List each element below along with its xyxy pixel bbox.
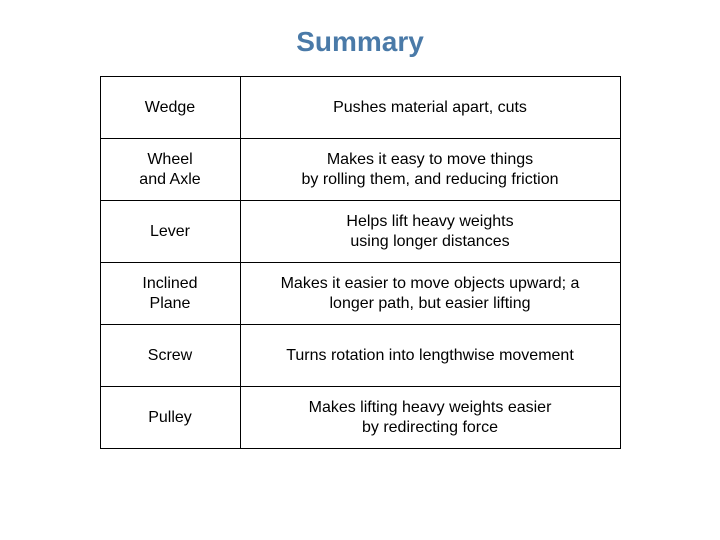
machine-cell: Pulley (100, 387, 240, 449)
table-row: InclinedPlaneMakes it easier to move obj… (100, 263, 620, 325)
machine-cell: Screw (100, 325, 240, 387)
summary-table: WedgePushes material apart, cutsWheeland… (100, 76, 621, 449)
table-row: WedgePushes material apart, cuts (100, 77, 620, 139)
table-row: PulleyMakes lifting heavy weights easier… (100, 387, 620, 449)
table-row: LeverHelps lift heavy weightsusing longe… (100, 201, 620, 263)
machine-cell: InclinedPlane (100, 263, 240, 325)
table-row: ScrewTurns rotation into lengthwise move… (100, 325, 620, 387)
function-cell: Turns rotation into lengthwise movement (240, 325, 620, 387)
function-cell: Makes it easy to move thingsby rolling t… (240, 139, 620, 201)
machine-cell: Wedge (100, 77, 240, 139)
function-cell: Helps lift heavy weightsusing longer dis… (240, 201, 620, 263)
function-cell: Pushes material apart, cuts (240, 77, 620, 139)
slide: Summary WedgePushes material apart, cuts… (0, 0, 720, 540)
slide-title: Summary (0, 0, 720, 58)
machine-cell: Wheeland Axle (100, 139, 240, 201)
function-cell: Makes it easier to move objects upward; … (240, 263, 620, 325)
function-cell: Makes lifting heavy weights easierby red… (240, 387, 620, 449)
machine-cell: Lever (100, 201, 240, 263)
table-row: Wheeland AxleMakes it easy to move thing… (100, 139, 620, 201)
